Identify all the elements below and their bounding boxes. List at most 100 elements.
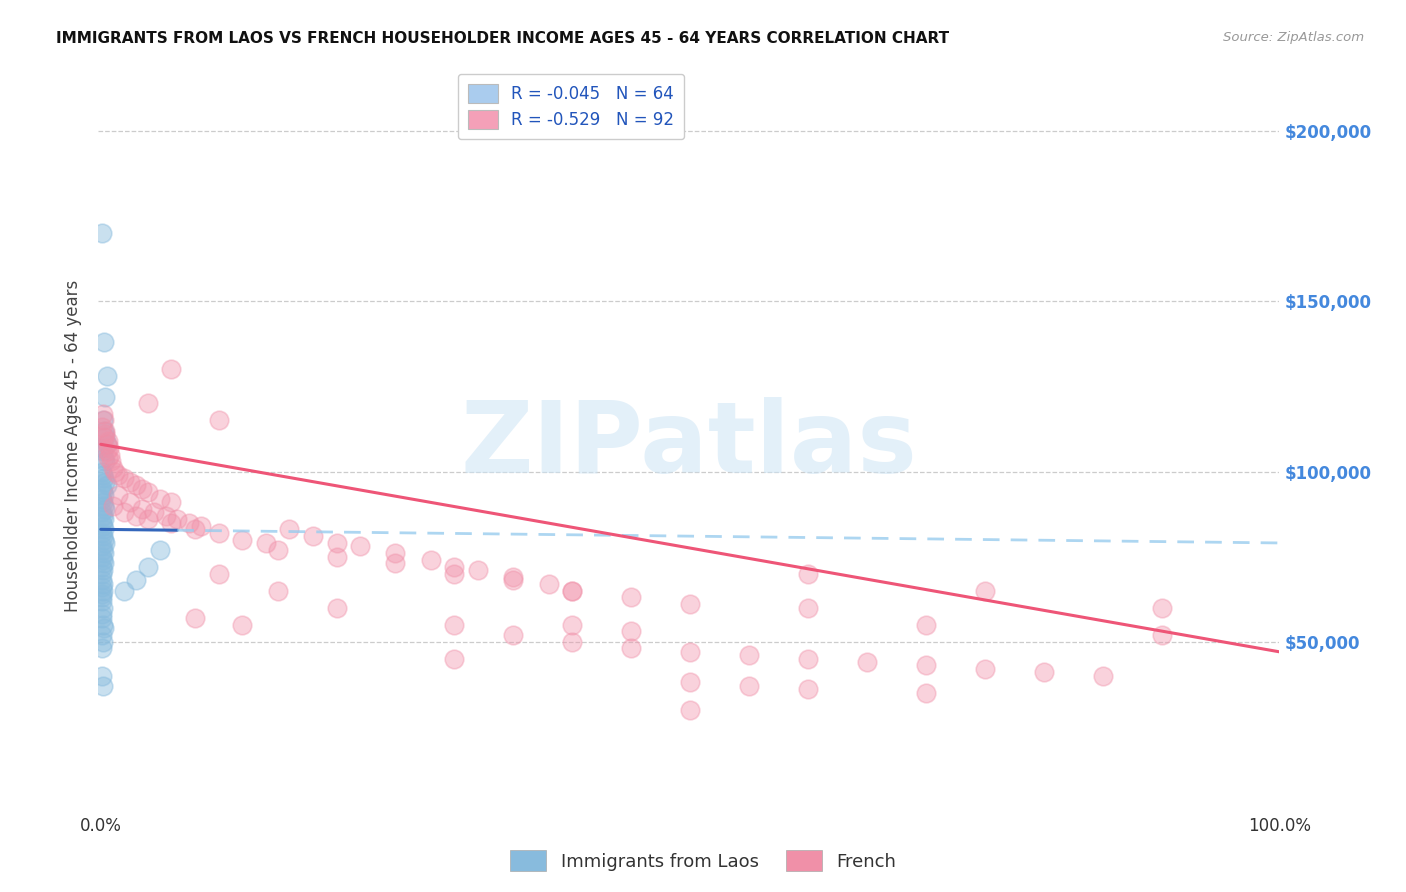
Point xyxy=(1150,628,1173,642)
Point xyxy=(91,407,114,421)
Point xyxy=(384,557,406,571)
Point xyxy=(97,450,120,465)
Point xyxy=(443,617,465,632)
Point xyxy=(91,600,114,615)
Point xyxy=(94,390,117,404)
Point xyxy=(91,227,114,241)
Point xyxy=(91,559,114,574)
Point xyxy=(231,533,253,547)
Point xyxy=(325,600,347,615)
Point xyxy=(91,641,114,656)
Point xyxy=(91,441,114,455)
Point xyxy=(98,441,121,455)
Point xyxy=(208,413,231,427)
Point xyxy=(93,413,115,427)
Point xyxy=(160,516,183,530)
Point xyxy=(91,529,114,543)
Point xyxy=(443,566,465,581)
Point xyxy=(231,617,253,632)
Point xyxy=(91,628,114,642)
Point xyxy=(91,587,114,601)
Point xyxy=(443,559,465,574)
Point xyxy=(93,430,115,444)
Point xyxy=(96,437,118,451)
Point xyxy=(537,576,560,591)
Point xyxy=(96,478,118,492)
Point xyxy=(91,607,114,622)
Point xyxy=(91,495,114,509)
Point xyxy=(91,444,114,458)
Point xyxy=(93,512,115,526)
Point xyxy=(96,437,118,451)
Point xyxy=(98,448,121,462)
Point xyxy=(620,641,643,656)
Point xyxy=(679,645,702,659)
Point xyxy=(502,574,524,588)
Point xyxy=(91,540,114,554)
Point xyxy=(797,566,820,581)
Point xyxy=(915,658,938,673)
Point xyxy=(91,617,114,632)
Point xyxy=(91,516,114,530)
Point xyxy=(166,512,188,526)
Point xyxy=(91,594,114,608)
Point xyxy=(973,662,995,676)
Point xyxy=(93,546,115,560)
Point xyxy=(561,617,583,632)
Point xyxy=(91,574,114,588)
Point xyxy=(502,628,524,642)
Point xyxy=(91,591,114,605)
Point xyxy=(973,583,995,598)
Point xyxy=(91,668,114,682)
Point xyxy=(93,471,115,485)
Point xyxy=(91,576,114,591)
Point xyxy=(93,488,115,502)
Point xyxy=(91,542,114,557)
Point xyxy=(384,546,406,560)
Point xyxy=(101,461,124,475)
Text: Source: ZipAtlas.com: Source: ZipAtlas.com xyxy=(1223,31,1364,45)
Point xyxy=(797,651,820,665)
Point xyxy=(96,444,118,458)
Point xyxy=(91,679,114,693)
Legend: R = -0.045   N = 64, R = -0.529   N = 92: R = -0.045 N = 64, R = -0.529 N = 92 xyxy=(458,74,683,139)
Point xyxy=(94,454,117,468)
Point xyxy=(136,396,159,410)
Point xyxy=(620,591,643,605)
Point xyxy=(91,484,114,499)
Point xyxy=(91,508,114,523)
Point xyxy=(91,465,114,479)
Y-axis label: Householder Income Ages 45 - 64 years: Householder Income Ages 45 - 64 years xyxy=(65,280,83,612)
Point xyxy=(208,525,231,540)
Point xyxy=(112,583,135,598)
Point xyxy=(94,430,117,444)
Point xyxy=(93,499,115,513)
Point xyxy=(93,621,115,635)
Point xyxy=(93,533,115,547)
Point xyxy=(125,574,148,588)
Point xyxy=(125,478,148,492)
Point xyxy=(93,335,115,350)
Point xyxy=(797,682,820,697)
Point xyxy=(91,482,114,496)
Point xyxy=(136,559,159,574)
Point xyxy=(100,454,122,468)
Point xyxy=(125,508,148,523)
Point xyxy=(91,549,114,564)
Point xyxy=(1032,665,1054,680)
Text: ZIPatlas: ZIPatlas xyxy=(461,398,917,494)
Point xyxy=(91,611,114,625)
Point xyxy=(91,420,114,434)
Point xyxy=(349,540,371,554)
Point xyxy=(93,522,115,536)
Point xyxy=(91,491,114,506)
Point xyxy=(91,519,114,533)
Point xyxy=(679,703,702,717)
Point xyxy=(561,634,583,648)
Point xyxy=(443,651,465,665)
Point xyxy=(91,566,114,581)
Point xyxy=(136,512,159,526)
Text: IMMIGRANTS FROM LAOS VS FRENCH HOUSEHOLDER INCOME AGES 45 - 64 YEARS CORRELATION: IMMIGRANTS FROM LAOS VS FRENCH HOUSEHOLD… xyxy=(56,31,949,46)
Point xyxy=(467,563,489,577)
Point xyxy=(91,580,114,594)
